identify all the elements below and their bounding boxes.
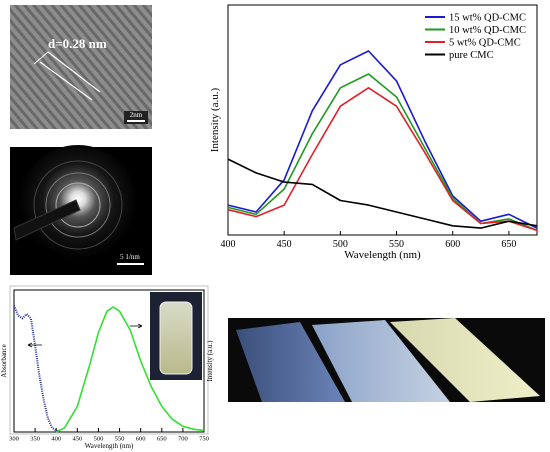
legend-label: 5 wt% QD-CMC <box>449 38 521 49</box>
x-tick-label: 550 <box>115 436 125 443</box>
series-line <box>227 50 538 229</box>
x-tick-label: 500 <box>333 239 348 250</box>
arrow <box>130 323 143 329</box>
x-axis-label: Wavelength (nm) <box>344 249 421 261</box>
x-tick-label: 400 <box>51 436 61 443</box>
vial <box>159 301 193 375</box>
x-tick-label: 700 <box>178 436 188 443</box>
series-line <box>227 87 538 232</box>
x-tick-label: 450 <box>72 436 82 443</box>
legend-label: 10 wt% QD-CMC <box>449 25 526 36</box>
plot-frame <box>13 289 205 433</box>
hrtem-image: d=0.28 nm 2nm <box>10 5 152 129</box>
series-line <box>55 306 205 433</box>
series-line <box>13 305 61 433</box>
frame <box>9 285 209 435</box>
x-tick-label: 450 <box>277 239 292 250</box>
x-tick-label: 300 <box>9 436 19 443</box>
x-tick-label: 600 <box>136 436 146 443</box>
x-tick-label: 650 <box>501 239 516 250</box>
x-tick-label: 500 <box>94 436 104 443</box>
y-axis-label: Intensity (a.u.) <box>209 87 221 152</box>
x-tick-label: 350 <box>30 436 40 443</box>
vial-photo <box>150 292 202 380</box>
saed-image: 5 1/nm <box>10 145 152 275</box>
y-axis-label: Absorbance <box>0 344 8 377</box>
y2-axis-label: Intensity (a.u.) <box>206 340 214 382</box>
x-tick-label: 650 <box>157 436 167 443</box>
scale-bar-label: 2nm <box>130 111 143 119</box>
plot-frame <box>227 4 538 236</box>
legend-label: 15 wt% QD-CMC <box>449 13 526 24</box>
scale-bar-label: 5 1/nm <box>120 253 140 261</box>
film-photo <box>228 318 545 402</box>
lattice-annotation: d=0.28 nm <box>48 36 107 51</box>
x-tick-label: 600 <box>445 239 460 250</box>
x-tick-label: 400 <box>221 239 236 250</box>
series-line <box>227 158 538 229</box>
x-tick-label: 550 <box>389 239 404 250</box>
x-axis-label: Wavelength (nm) <box>85 442 134 450</box>
arrow <box>27 342 42 348</box>
x-tick-label: 750 <box>199 436 209 443</box>
legend-label: pure CMC <box>449 50 494 61</box>
